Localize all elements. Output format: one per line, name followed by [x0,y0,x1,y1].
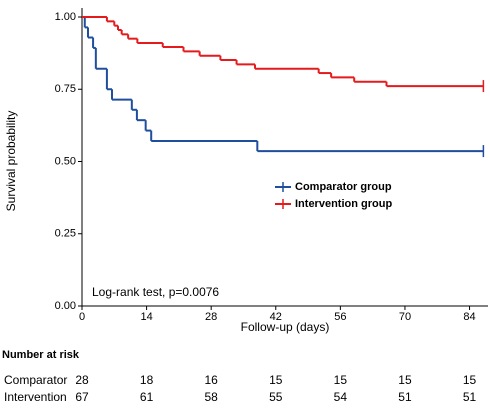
x-tick-label: 14 [140,311,152,323]
risk-count: 15 [463,373,477,387]
risk-count: 28 [75,373,89,387]
y-tick-label: 0.75 [55,83,76,95]
y-axis-label: Survival probability [4,111,18,212]
x-tick-label: 28 [205,311,217,323]
risk-count: 67 [75,390,89,404]
risk-table-title: Number at risk [2,349,80,361]
y-tick-label: 0.50 [55,155,76,167]
x-tick-label: 0 [79,311,85,323]
risk-count: 18 [140,373,154,387]
x-tick-label: 42 [270,311,282,323]
risk-count: 54 [334,390,348,404]
risk-count: 51 [398,390,412,404]
y-tick-label: 0.00 [55,300,76,312]
x-axis-label: Follow-up (days) [241,320,330,334]
x-tick-label: 56 [334,311,346,323]
x-tick-label: 70 [399,311,411,323]
risk-count: 51 [463,390,477,404]
risk-count: 15 [334,373,348,387]
x-tick-label: 84 [463,311,475,323]
y-tick-label: 1.00 [55,11,76,23]
risk-row-label: Intervention [4,390,67,404]
annotation: Log-rank test, p=0.0076 [92,285,219,299]
risk-count: 58 [205,390,219,404]
risk-count: 15 [269,373,283,387]
legend-label: Comparator group [295,181,392,193]
y-tick-label: 0.25 [55,228,76,240]
risk-count: 16 [205,373,219,387]
risk-count: 55 [269,390,283,404]
legend-label: Intervention group [295,198,392,210]
risk-count: 15 [398,373,412,387]
risk-count: 61 [140,390,154,404]
risk-row-label: Comparator [4,373,67,387]
